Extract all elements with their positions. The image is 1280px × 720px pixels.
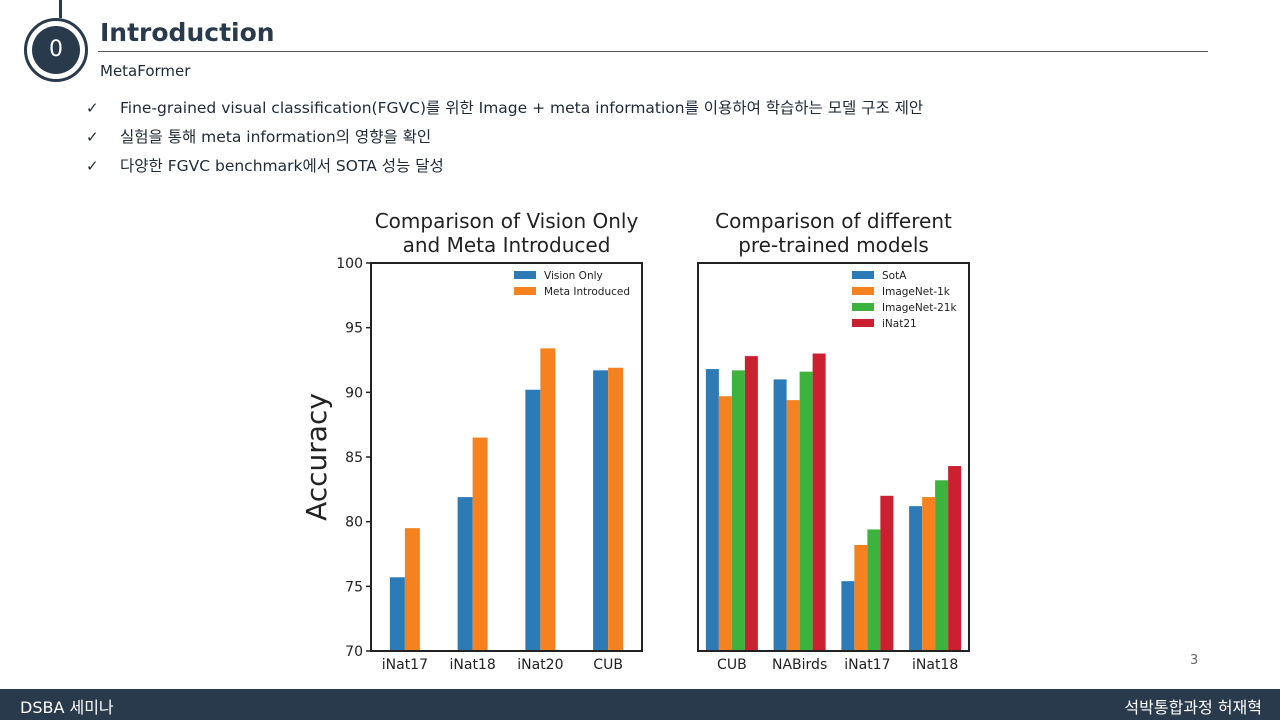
bar [922,497,936,651]
legend-swatch [852,287,874,295]
x-tick-label: NABirds [772,657,827,673]
bullet-item: ✓ 실험을 통해 meta information의 영향을 확인 [86,123,923,152]
y-tick-label: 95 [345,321,363,337]
bar [593,370,609,651]
bullet-text: 다양한 FGVC benchmark에서 SOTA 성능 달성 [120,157,444,175]
bar [718,396,732,651]
chart-title-line: and Meta Introduced [403,233,611,257]
y-axis-label: Accuracy [300,393,333,521]
y-tick-label: 80 [345,515,363,531]
y-tick-label: 75 [345,579,363,595]
plot-frame [697,262,970,652]
section-number: 0 [32,26,80,74]
check-icon: ✓ [86,128,99,146]
y-tick-label: 85 [345,450,363,466]
bar [854,544,868,651]
page-number: 3 [1190,653,1199,668]
legend-label: iNat21 [882,318,917,330]
bar [457,497,473,651]
badge-connector-line [59,0,62,18]
y-tick-label: 70 [345,644,363,660]
bar [786,400,800,651]
bar [525,389,541,651]
bar [841,581,855,651]
x-tick-label: iNat20 [517,657,563,673]
legend-swatch [514,271,536,279]
y-tick-label: 100 [336,256,363,272]
bullet-text: 실험을 통해 meta information의 영향을 확인 [120,128,432,146]
bar [404,528,420,651]
legend-swatch [852,271,874,279]
bar [867,529,881,651]
x-tick-label: CUB [717,657,747,673]
bar [705,369,719,651]
bar [909,506,923,651]
bar [608,367,624,651]
legend-label: ImageNet-21k [882,302,957,314]
legend-swatch [852,319,874,327]
slide-title: Introduction [100,18,275,47]
slide-subtitle: MetaFormer [100,62,191,80]
section-badge: 0 [24,18,88,82]
chart-title-line: Comparison of different [715,209,952,233]
legend-swatch [852,303,874,311]
chart-title-line: pre-trained models [738,233,929,257]
legend-label: Vision Only [544,270,603,282]
bullet-text: Fine-grained visual classification(FGVC)… [120,99,924,117]
bar [744,356,758,651]
x-tick-label: iNat18 [912,657,958,673]
title-divider [98,51,1208,52]
legend-label: ImageNet-1k [882,286,951,298]
check-icon: ✓ [86,157,99,175]
x-tick-label: iNat18 [450,657,496,673]
y-tick-label: 90 [345,385,363,401]
legend-label: SotA [882,270,907,282]
x-tick-label: iNat17 [382,657,428,673]
bar [472,437,488,651]
x-tick-label: CUB [593,657,623,673]
chart-title-line: Comparison of Vision Only [375,209,639,233]
bar [773,379,787,651]
footer-bar: DSBA 세미나 석박통합과정 허재혁 [0,689,1280,720]
bar [389,577,405,651]
bar [731,370,745,651]
bullet-item: ✓ Fine-grained visual classification(FGVC… [86,94,923,123]
bar [880,495,894,651]
bullet-list: ✓ Fine-grained visual classification(FGVC… [86,94,923,181]
bar [935,480,949,651]
x-tick-label: iNat17 [844,657,890,673]
bar [812,353,826,651]
legend-swatch [514,287,536,295]
bullet-item: ✓ 다양한 FGVC benchmark에서 SOTA 성능 달성 [86,152,923,181]
bar [799,371,813,651]
bar [948,466,962,651]
bar [540,348,556,651]
legend-label: Meta Introduced [544,286,630,298]
check-icon: ✓ [86,99,99,117]
footer-left-text: DSBA 세미나 [20,698,114,717]
footer-right-text: 석박통합과정 허재혁 [1124,698,1262,717]
